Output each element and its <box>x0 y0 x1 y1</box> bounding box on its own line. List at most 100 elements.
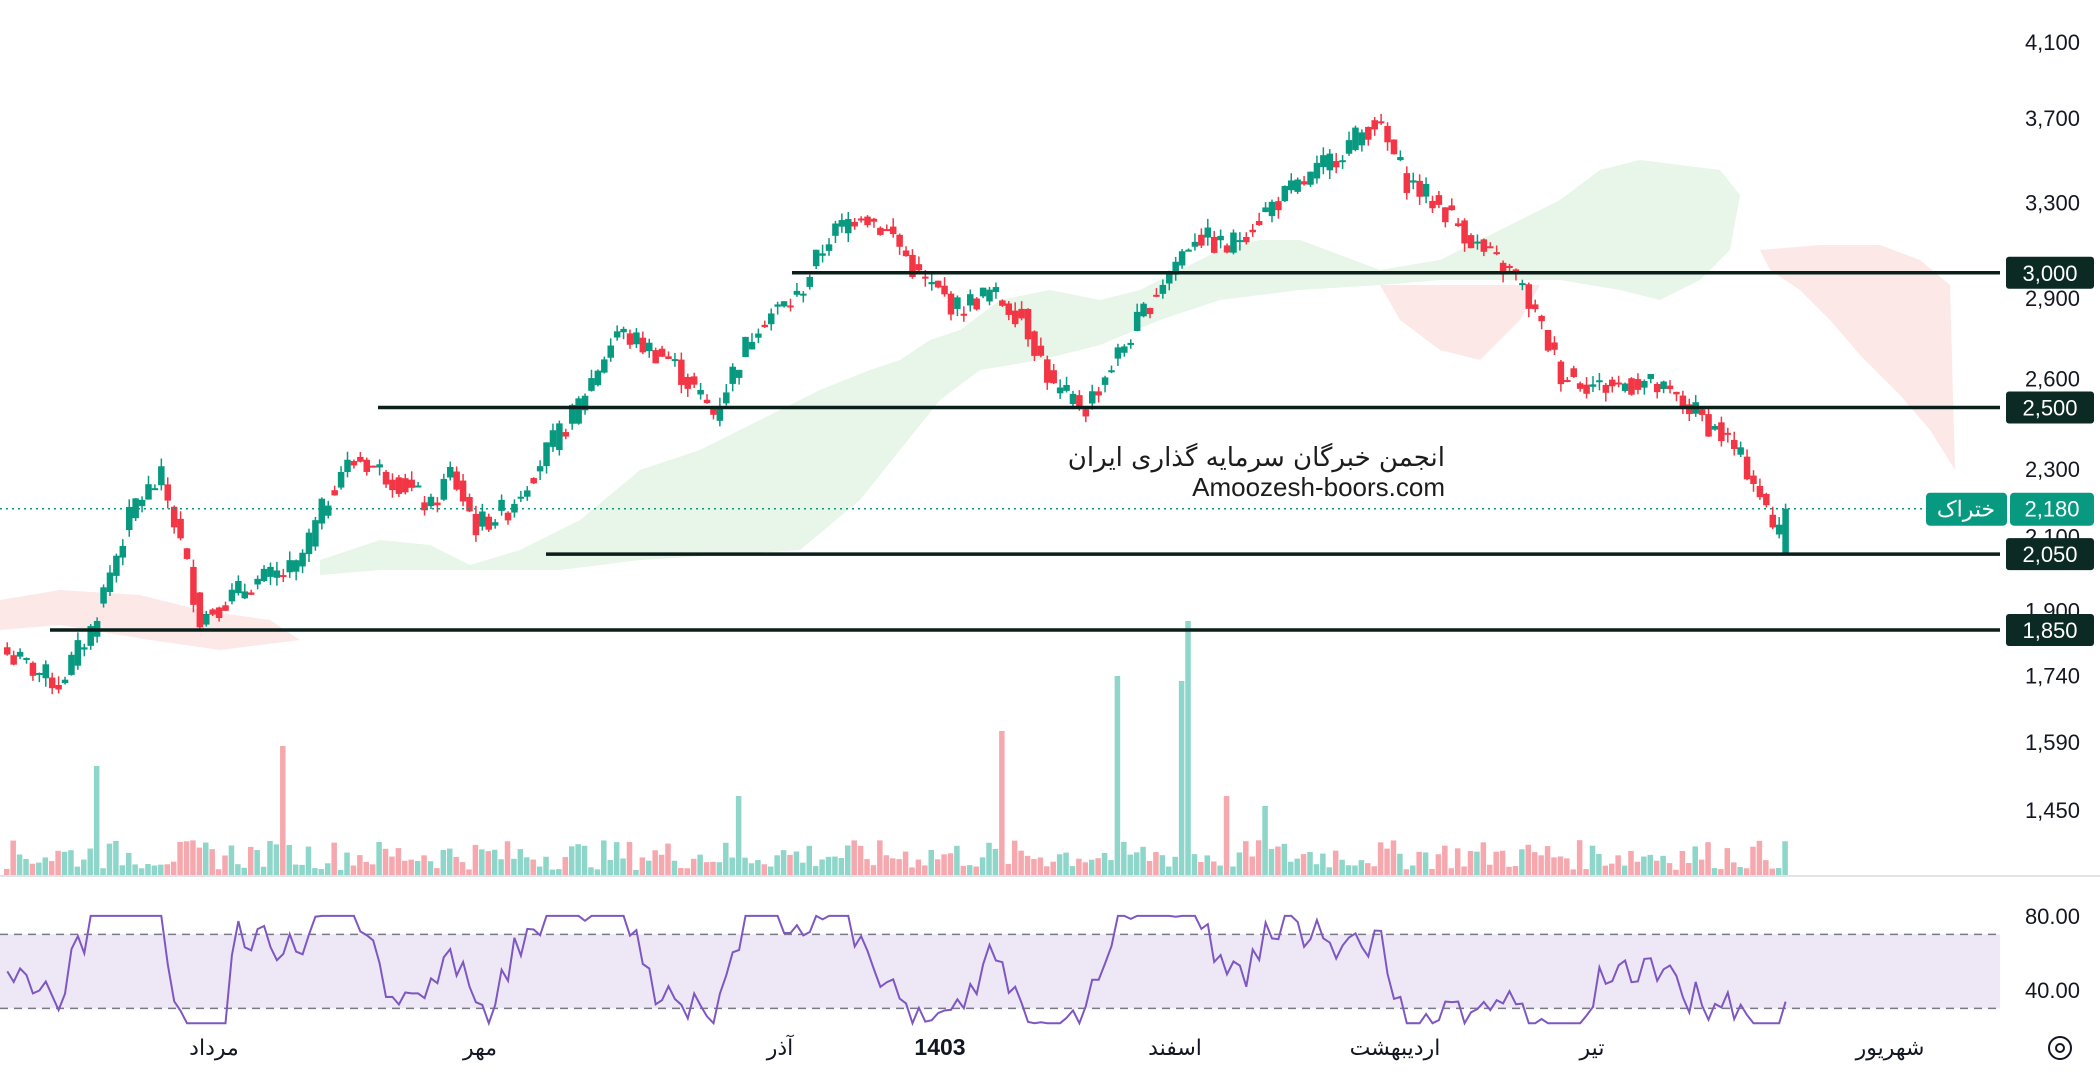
volume-bar <box>357 855 363 876</box>
candle-body <box>1326 153 1334 171</box>
candle-body <box>466 496 473 512</box>
candle-body <box>1435 195 1443 205</box>
volume-bar <box>209 849 215 876</box>
volume-bar <box>331 842 337 876</box>
candle-body <box>870 218 878 222</box>
volume-bar <box>1217 865 1223 876</box>
candle-body <box>556 423 563 451</box>
volume-bar <box>967 865 973 876</box>
volume-bar <box>767 866 774 876</box>
cloud-bearish-right <box>1760 245 1955 470</box>
candle-body <box>1621 383 1629 391</box>
candle-body <box>1564 380 1571 383</box>
candle-body <box>1121 346 1128 353</box>
volume-bar <box>1140 846 1146 876</box>
candle-body <box>594 370 602 386</box>
candle-body <box>889 226 897 235</box>
candle-body <box>607 345 614 358</box>
candle-body <box>742 336 749 358</box>
candle-body <box>723 392 730 404</box>
volume-bar <box>36 862 42 876</box>
candle-body <box>1763 493 1770 506</box>
volume-bar <box>280 746 286 876</box>
volume-bar <box>81 859 87 876</box>
candle-body <box>1429 200 1436 209</box>
volume-bar <box>55 850 61 876</box>
volume-bar <box>1005 863 1012 876</box>
volume-bar <box>68 850 74 876</box>
candle-body <box>524 490 531 497</box>
volume-bar <box>1050 861 1056 876</box>
candle-body <box>286 560 293 573</box>
candle-body <box>536 466 544 472</box>
candle-body <box>209 609 216 615</box>
candle-body <box>1750 475 1757 485</box>
candle-body <box>755 333 762 338</box>
volume-bar <box>1698 859 1705 876</box>
candle-body <box>793 290 801 295</box>
volume-bar <box>273 844 280 876</box>
volume-bar <box>215 869 222 876</box>
volume-bar <box>665 843 671 876</box>
volume-bar <box>1474 851 1480 876</box>
volume-bar <box>1101 852 1108 876</box>
candle-body <box>1076 395 1083 409</box>
volume-bar <box>1653 860 1660 876</box>
volume-bar <box>1088 859 1095 876</box>
candle-body <box>1506 265 1513 268</box>
volume-bar <box>466 869 472 876</box>
volume-bar <box>838 858 845 876</box>
candle-body <box>1249 229 1256 233</box>
volume-bar <box>1544 846 1551 876</box>
volume-bar <box>1243 841 1249 876</box>
level-badge-label: 2,500 <box>2022 396 2077 421</box>
time-tick-label: شهریور <box>1855 1036 1925 1061</box>
volume-bar <box>299 864 305 876</box>
volume-bar <box>954 845 960 876</box>
volume-bar <box>1063 852 1069 876</box>
volume-bar <box>986 842 992 876</box>
candle-body <box>819 253 826 256</box>
candle-body <box>1519 283 1526 286</box>
rsi-tick-label: 40.00 <box>2025 978 2080 1003</box>
volume-bar <box>1730 862 1737 876</box>
candle-body <box>1236 240 1244 243</box>
volume-bar <box>530 859 536 876</box>
candle-body <box>479 511 486 527</box>
candle-body <box>1166 271 1173 284</box>
candle-body <box>1487 246 1494 249</box>
candle-body <box>87 626 94 646</box>
volume-bar <box>1281 843 1288 876</box>
candle-body <box>36 672 43 675</box>
price-axis[interactable]: 4,1003,7003,3002,9002,6002,3002,1001,900… <box>2025 30 2080 823</box>
volume-bar <box>177 841 183 876</box>
volume-bar <box>883 855 890 876</box>
candle-body <box>1210 236 1218 253</box>
candle-body <box>421 502 428 511</box>
candle-body <box>1345 140 1353 154</box>
volume-bar <box>292 864 299 876</box>
volume-bar <box>1416 851 1422 876</box>
candle-body <box>273 570 281 578</box>
candle-body <box>1268 201 1276 217</box>
candle-body <box>1159 284 1167 294</box>
candle-body <box>1050 370 1057 384</box>
candle-body <box>485 516 492 530</box>
candle-body <box>845 218 852 234</box>
volume-bar <box>305 846 312 876</box>
volume-bar <box>1557 856 1564 876</box>
volume-bar <box>1615 855 1621 876</box>
volume-bar <box>613 842 620 876</box>
time-axis[interactable]: مرداد مهر آذر 1403 اسفند اردیبهشت تیر شهریور <box>189 1034 1924 1061</box>
candle-body <box>1377 121 1385 124</box>
volume-bar <box>491 849 498 876</box>
candle-body <box>780 301 788 307</box>
volume-bar <box>382 848 389 876</box>
volume-bar <box>1159 855 1166 876</box>
candle-body <box>716 406 724 421</box>
candle-body <box>1718 422 1725 442</box>
chart-settings-icon[interactable] <box>2048 1036 2072 1060</box>
candle-body <box>511 503 518 513</box>
volume-bar <box>729 857 735 876</box>
